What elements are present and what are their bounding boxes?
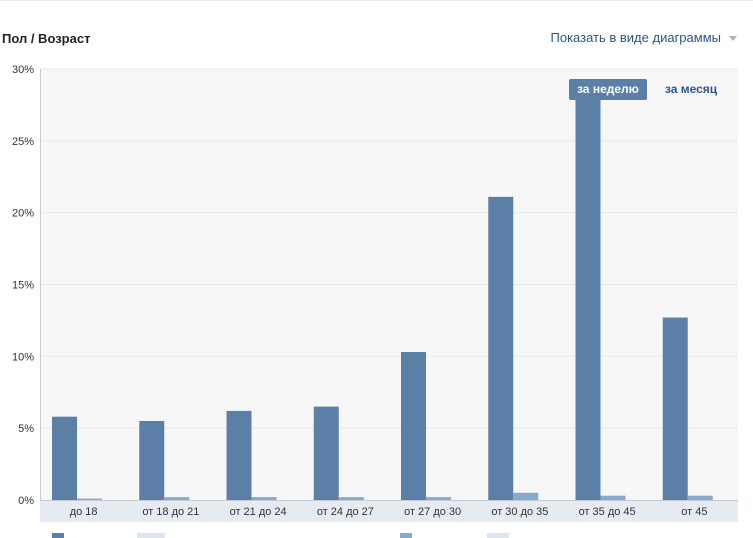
x-tick-label: от 21 до 24 [230,506,287,518]
period-month-button[interactable]: за месяц [664,82,718,96]
y-tick-label: 0% [18,495,34,507]
period-switch: за неделю за месяц [569,79,725,100]
x-tick-label: от 30 до 35 [491,506,548,518]
legend-swatch-3[interactable] [400,533,412,538]
bar-series-1 [575,90,601,501]
period-week-button[interactable]: за неделю [569,79,647,100]
x-axis-band [40,500,738,522]
bar-series-2 [600,495,626,500]
x-tick-label: от 45 [681,506,707,518]
y-tick-label: 5% [18,423,34,435]
age-gender-bar-chart: 0% 5% 10% 15% 20% 25% 30% до 18 от 18 до 21 от 21… [12,64,738,522]
y-tick-label: 20% [12,208,34,220]
x-tick-label: от 18 до 21 [142,506,199,518]
y-tick-label: 15% [12,280,34,292]
page-title: Пол / Возраст [2,31,91,46]
legend-swatch-4[interactable] [487,533,509,538]
legend-swatch-1[interactable] [52,533,64,538]
bar-series-2 [164,497,190,500]
bar-series-1 [401,352,426,500]
bar-series-2 [338,497,364,500]
bar-series-1 [52,416,77,500]
bar-series-1 [226,410,252,500]
bar-series-2 [687,495,713,500]
bar-series-2 [251,497,277,500]
bar-series-1 [313,406,339,500]
bar-series-1 [662,317,688,500]
bar-series-2 [426,497,451,500]
y-tick-label: 10% [12,351,34,363]
chart-container: 0% 5% 10% 15% 20% 25% 30% до 18 от 18 до 21 от 21… [0,60,753,538]
y-tick-label: 30% [12,64,34,76]
bar-series-1 [488,196,514,500]
chevron-down-icon[interactable] [729,36,737,41]
view-as-diagram-dropdown[interactable]: Показать в виде диаграммы [550,30,737,45]
bar-series-2 [77,498,102,500]
top-divider [0,0,753,1]
view-as-diagram-label[interactable]: Показать в виде диаграммы [550,30,722,45]
x-tick-label: от 35 до 45 [579,506,636,518]
y-tick-label: 25% [12,136,34,148]
x-tick-label: от 24 до 27 [317,506,374,518]
bar-series-2 [513,492,539,500]
x-tick-label: до 18 [70,506,98,518]
x-tick-label: от 27 до 30 [404,506,461,518]
bar-series-1 [139,420,165,500]
legend-swatch-2[interactable] [137,533,165,538]
legend-row [0,533,753,538]
